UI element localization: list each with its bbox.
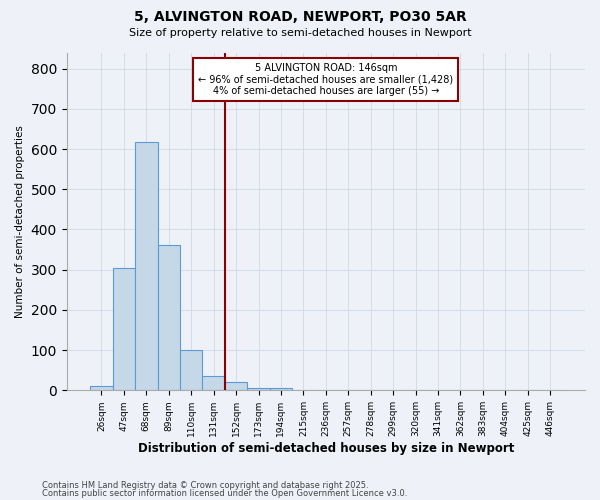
Text: 5 ALVINGTON ROAD: 146sqm
← 96% of semi-detached houses are smaller (1,428)
4% of: 5 ALVINGTON ROAD: 146sqm ← 96% of semi-d… [198, 62, 454, 96]
Bar [90, 386, 113, 390]
Bar [180, 350, 202, 391]
Bar [113, 268, 135, 390]
Bar [135, 142, 158, 390]
Text: 5, ALVINGTON ROAD, NEWPORT, PO30 5AR: 5, ALVINGTON ROAD, NEWPORT, PO30 5AR [134, 10, 466, 24]
Bar [247, 388, 270, 390]
Bar [270, 388, 292, 390]
Y-axis label: Number of semi-detached properties: Number of semi-detached properties [15, 125, 25, 318]
X-axis label: Distribution of semi-detached houses by size in Newport: Distribution of semi-detached houses by … [137, 442, 514, 455]
Text: Size of property relative to semi-detached houses in Newport: Size of property relative to semi-detach… [128, 28, 472, 38]
Bar [202, 376, 225, 390]
Bar [225, 382, 247, 390]
Text: Contains HM Land Registry data © Crown copyright and database right 2025.: Contains HM Land Registry data © Crown c… [42, 480, 368, 490]
Bar [158, 245, 180, 390]
Text: Contains public sector information licensed under the Open Government Licence v3: Contains public sector information licen… [42, 489, 407, 498]
